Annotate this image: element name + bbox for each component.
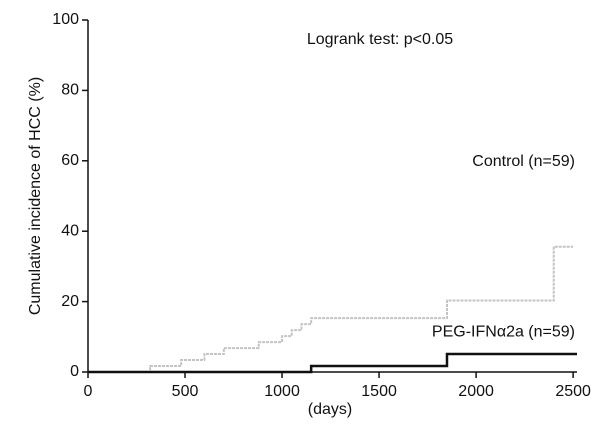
series-label: PEG-IFNα2a (n=59) bbox=[432, 323, 575, 340]
y-tick-label: 80 bbox=[61, 82, 79, 99]
y-tick-label: 40 bbox=[61, 222, 79, 239]
x-tick-label: 1500 bbox=[361, 383, 397, 400]
x-tick-label: 2500 bbox=[555, 383, 591, 400]
y-tick-label: 100 bbox=[52, 11, 79, 28]
series-label: Control (n=59) bbox=[472, 153, 575, 170]
step-line bbox=[88, 352, 577, 374]
x-tick-label: 500 bbox=[172, 383, 199, 400]
y-tick-label: 0 bbox=[70, 363, 79, 380]
step-line bbox=[88, 245, 574, 373]
annotation: Logrank test: p<0.05 bbox=[307, 31, 453, 48]
x-tick-label: 0 bbox=[84, 383, 93, 400]
x-axis-label: (days) bbox=[308, 401, 352, 418]
y-tick-label: 60 bbox=[61, 152, 79, 169]
x-tick-label: 2000 bbox=[458, 383, 494, 400]
x-tick-label: 1000 bbox=[264, 383, 300, 400]
y-tick-label: 20 bbox=[61, 293, 79, 310]
y-axis-label: Cumulative incidence of HCC (%) bbox=[27, 77, 44, 315]
